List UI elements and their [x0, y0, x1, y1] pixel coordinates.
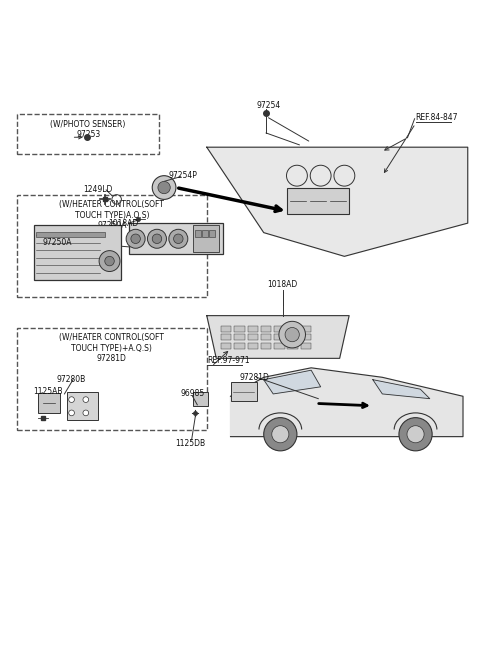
Bar: [301, 334, 311, 341]
Circle shape: [99, 251, 120, 272]
Polygon shape: [207, 316, 349, 358]
Bar: [36, 232, 105, 237]
Bar: [288, 343, 298, 349]
Circle shape: [83, 410, 89, 416]
Bar: [234, 326, 245, 332]
Bar: [221, 334, 231, 341]
Bar: [248, 334, 258, 341]
Circle shape: [174, 234, 183, 244]
Circle shape: [279, 322, 305, 348]
Bar: [261, 326, 271, 332]
Bar: [17, 195, 207, 297]
Text: TOUCH TYPE)+A.Q.S): TOUCH TYPE)+A.Q.S): [72, 344, 152, 352]
Bar: [288, 334, 298, 341]
Bar: [288, 187, 349, 214]
Bar: [274, 326, 285, 332]
Bar: [17, 328, 207, 430]
Bar: [301, 343, 311, 349]
Text: TOUCH TYPE)A.Q.S): TOUCH TYPE)A.Q.S): [75, 211, 149, 220]
Circle shape: [152, 176, 176, 199]
Polygon shape: [207, 147, 468, 256]
Text: (W/HEATER CONTROL(SOFT: (W/HEATER CONTROL(SOFT: [60, 333, 164, 342]
Circle shape: [399, 418, 432, 451]
Circle shape: [264, 418, 297, 451]
Circle shape: [105, 256, 114, 266]
Bar: [192, 392, 208, 406]
Text: 1125DB: 1125DB: [175, 440, 205, 448]
Bar: [274, 343, 285, 349]
Circle shape: [83, 397, 89, 402]
Bar: [301, 326, 311, 332]
Polygon shape: [264, 370, 321, 394]
Bar: [234, 343, 245, 349]
Text: 97281D: 97281D: [97, 354, 127, 363]
Text: 97253: 97253: [76, 130, 100, 139]
Bar: [248, 343, 258, 349]
Bar: [195, 231, 201, 237]
Text: 1125AB: 1125AB: [34, 387, 63, 396]
Circle shape: [407, 426, 424, 443]
Bar: [129, 223, 223, 254]
Bar: [67, 392, 97, 420]
Text: (W/PHOTO SENSER): (W/PHOTO SENSER): [50, 120, 126, 128]
Text: 97254: 97254: [256, 101, 281, 110]
Text: REF.97-971: REF.97-971: [207, 356, 250, 365]
Bar: [248, 326, 258, 332]
Text: 97254P: 97254P: [168, 171, 197, 180]
Bar: [192, 225, 219, 252]
Text: 97250A: 97250A: [97, 221, 127, 230]
Bar: [209, 231, 215, 237]
Bar: [221, 326, 231, 332]
Circle shape: [69, 397, 74, 402]
Bar: [202, 231, 208, 237]
Text: 1018AD: 1018AD: [108, 219, 139, 228]
Text: 97250A: 97250A: [43, 238, 72, 246]
Bar: [34, 225, 121, 280]
Text: 97280B: 97280B: [57, 375, 86, 384]
Circle shape: [69, 410, 74, 416]
Bar: [274, 334, 285, 341]
Text: 97281D: 97281D: [240, 373, 269, 382]
Circle shape: [126, 229, 145, 248]
Circle shape: [131, 234, 140, 244]
Bar: [17, 114, 159, 155]
Polygon shape: [373, 380, 430, 399]
Circle shape: [152, 234, 162, 244]
Bar: [288, 326, 298, 332]
Circle shape: [272, 426, 289, 443]
Circle shape: [285, 328, 300, 342]
Bar: [261, 334, 271, 341]
Text: (W/HEATER CONTROL(SOFT: (W/HEATER CONTROL(SOFT: [60, 200, 164, 210]
Text: REF.84-847: REF.84-847: [416, 113, 458, 122]
Circle shape: [169, 229, 188, 248]
Bar: [230, 382, 257, 401]
Text: 96985: 96985: [180, 390, 204, 398]
Bar: [221, 343, 231, 349]
Bar: [234, 334, 245, 341]
Bar: [261, 343, 271, 349]
Polygon shape: [230, 368, 463, 437]
Circle shape: [147, 229, 167, 248]
Text: 1018AD: 1018AD: [267, 280, 298, 290]
Circle shape: [158, 181, 170, 194]
Text: 1249LD: 1249LD: [83, 185, 112, 195]
Bar: [38, 393, 60, 413]
